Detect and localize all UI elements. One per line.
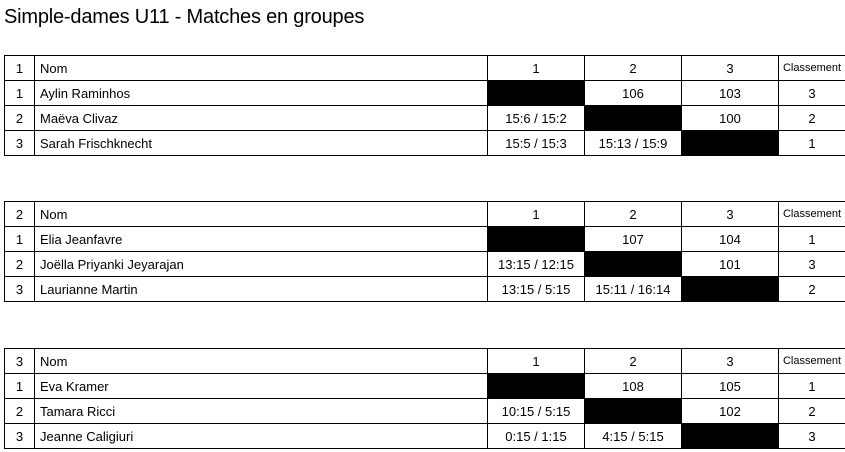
player-position: 3 xyxy=(4,423,35,449)
match-result: 106 xyxy=(584,80,682,106)
player-rank: 1 xyxy=(778,373,845,399)
name-header: Nom xyxy=(34,348,488,374)
player-position: 1 xyxy=(4,373,35,399)
player-position: 1 xyxy=(4,80,35,106)
self-match-cell xyxy=(487,226,585,252)
opponent-header: 3 xyxy=(681,348,779,374)
match-result: 13:15 / 5:15 xyxy=(487,276,585,302)
match-result: 10:15 / 5:15 xyxy=(487,398,585,424)
player-name: Jeanne Caligiuri xyxy=(34,423,488,449)
match-result: 101 xyxy=(681,251,779,277)
player-position: 2 xyxy=(4,398,35,424)
player-position: 2 xyxy=(4,105,35,131)
match-result: 15:5 / 15:3 xyxy=(487,130,585,156)
group-number: 2 xyxy=(4,201,35,227)
page-title: Simple-dames U11 - Matches en groupes xyxy=(4,6,365,28)
match-result: 100 xyxy=(681,105,779,131)
opponent-header: 1 xyxy=(487,55,585,81)
rank-header: Classement xyxy=(778,55,845,81)
player-position: 3 xyxy=(4,276,35,302)
player-position: 1 xyxy=(4,226,35,252)
header-row: 3 Nom 1 2 3 Classement xyxy=(4,348,845,374)
group-table: 3 Nom 1 2 3 Classement 1 Eva Kramer 108 105 1 2… xyxy=(4,348,845,449)
name-header: Nom xyxy=(34,201,488,227)
opponent-header: 1 xyxy=(487,201,585,227)
opponent-header: 2 xyxy=(584,55,682,81)
table-row: 3 Sarah Frischknecht 15:5 / 15:3 15:13 / 1… xyxy=(4,130,845,156)
header-row: 1 Nom 1 2 3 Classement xyxy=(4,55,845,81)
table-row: 1 Aylin Raminhos 106 103 3 xyxy=(4,80,845,106)
header-row: 2 Nom 1 2 3 Classement xyxy=(4,201,845,227)
self-match-cell xyxy=(681,423,779,449)
player-rank: 2 xyxy=(778,276,845,302)
self-match-cell xyxy=(681,276,779,302)
match-result: 15:13 / 15:9 xyxy=(584,130,682,156)
player-rank: 1 xyxy=(778,226,845,252)
self-match-cell xyxy=(487,80,585,106)
name-header: Nom xyxy=(34,55,488,81)
match-result: 103 xyxy=(681,80,779,106)
match-result: 102 xyxy=(681,398,779,424)
self-match-cell xyxy=(584,398,682,424)
player-name: Maëva Clivaz xyxy=(34,105,488,131)
opponent-header: 1 xyxy=(487,348,585,374)
self-match-cell xyxy=(487,373,585,399)
player-rank: 2 xyxy=(778,105,845,131)
player-name: Joëlla Priyanki Jeyarajan xyxy=(34,251,488,277)
opponent-header: 3 xyxy=(681,201,779,227)
self-match-cell xyxy=(584,105,682,131)
match-result: 108 xyxy=(584,373,682,399)
table-row: 1 Elia Jeanfavre 107 104 1 xyxy=(4,226,845,252)
player-name: Aylin Raminhos xyxy=(34,80,488,106)
player-name: Laurianne Martin xyxy=(34,276,488,302)
rank-header: Classement xyxy=(778,348,845,374)
opponent-header: 3 xyxy=(681,55,779,81)
player-position: 2 xyxy=(4,251,35,277)
match-result: 15:6 / 15:2 xyxy=(487,105,585,131)
table-row: 2 Maëva Clivaz 15:6 / 15:2 100 2 xyxy=(4,105,845,131)
match-result: 107 xyxy=(584,226,682,252)
group-table: 2 Nom 1 2 3 Classement 1 Elia Jeanfavre 107 10… xyxy=(4,201,845,302)
player-position: 3 xyxy=(4,130,35,156)
self-match-cell xyxy=(681,130,779,156)
table-row: 3 Laurianne Martin 13:15 / 5:15 15:11 / 16… xyxy=(4,276,845,302)
self-match-cell xyxy=(584,251,682,277)
opponent-header: 2 xyxy=(584,201,682,227)
player-name: Eva Kramer xyxy=(34,373,488,399)
player-rank: 3 xyxy=(778,423,845,449)
player-rank: 1 xyxy=(778,130,845,156)
match-result: 15:11 / 16:14 xyxy=(584,276,682,302)
table-row: 2 Joëlla Priyanki Jeyarajan 13:15 / 12:15… xyxy=(4,251,845,277)
match-result: 104 xyxy=(681,226,779,252)
player-rank: 3 xyxy=(778,80,845,106)
table-row: 2 Tamara Ricci 10:15 / 5:15 102 2 xyxy=(4,398,845,424)
match-result: 105 xyxy=(681,373,779,399)
table-row: 3 Jeanne Caligiuri 0:15 / 1:15 4:15 / 5:15… xyxy=(4,423,845,449)
player-rank: 2 xyxy=(778,398,845,424)
match-result: 13:15 / 12:15 xyxy=(487,251,585,277)
match-result: 0:15 / 1:15 xyxy=(487,423,585,449)
group-number: 1 xyxy=(4,55,35,81)
group-number: 3 xyxy=(4,348,35,374)
table-row: 1 Eva Kramer 108 105 1 xyxy=(4,373,845,399)
group-table: 1 Nom 1 2 3 Classement 1 Aylin Raminhos 106 10… xyxy=(4,55,845,156)
rank-header: Classement xyxy=(778,201,845,227)
player-name: Elia Jeanfavre xyxy=(34,226,488,252)
player-name: Tamara Ricci xyxy=(34,398,488,424)
opponent-header: 2 xyxy=(584,348,682,374)
player-rank: 3 xyxy=(778,251,845,277)
player-name: Sarah Frischknecht xyxy=(34,130,488,156)
match-result: 4:15 / 5:15 xyxy=(584,423,682,449)
